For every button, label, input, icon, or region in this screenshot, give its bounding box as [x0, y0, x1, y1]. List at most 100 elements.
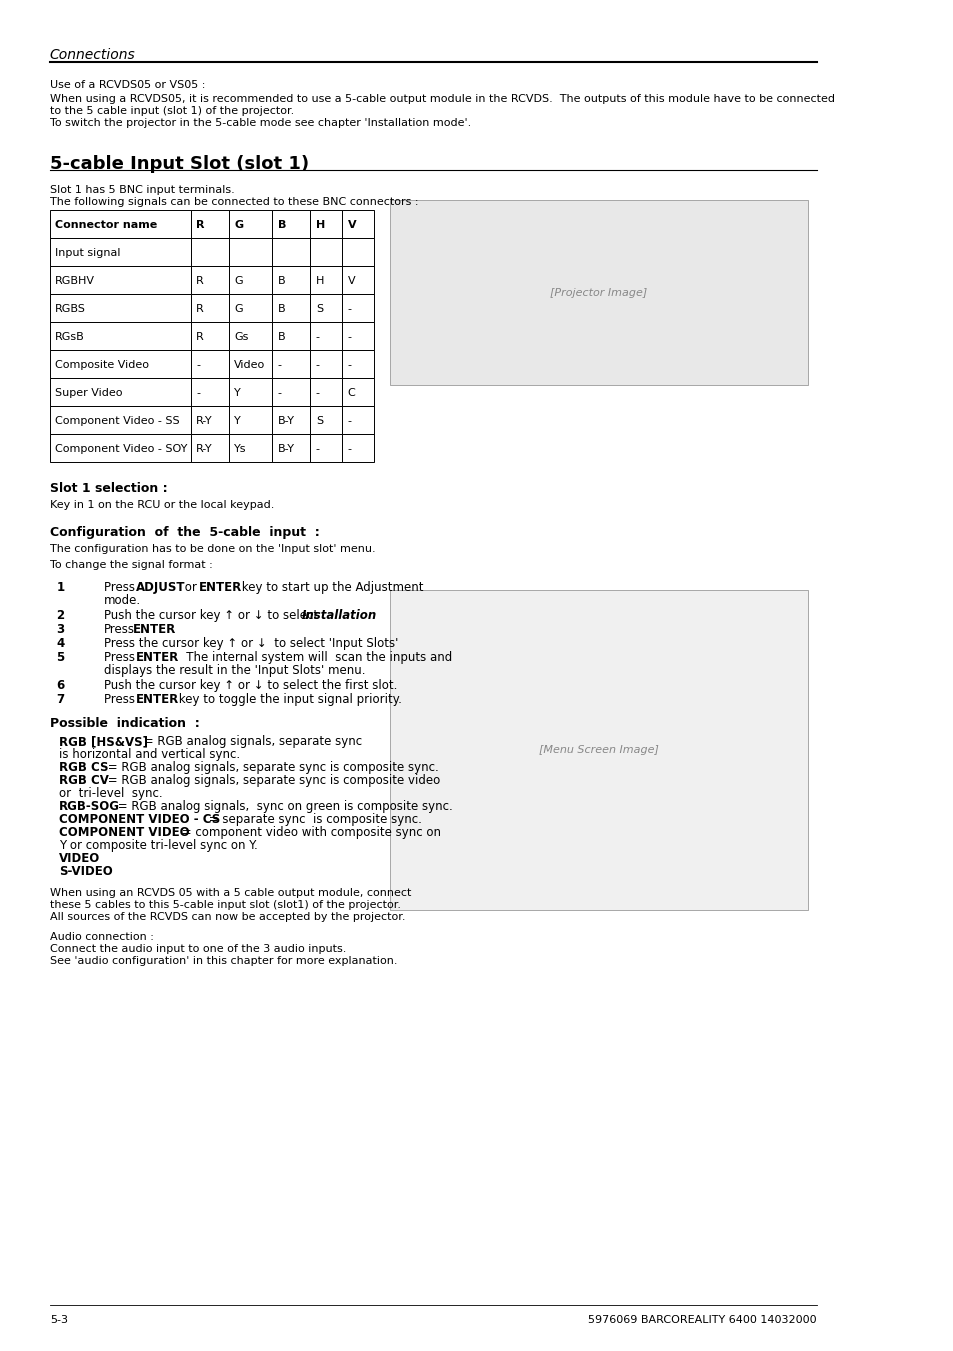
Text: Connector name: Connector name	[55, 220, 157, 230]
Text: The configuration has to be done on the 'Input slot' menu.: The configuration has to be done on the …	[50, 544, 375, 554]
Text: The following signals can be connected to these BNC connectors :: The following signals can be connected t…	[50, 197, 418, 207]
Bar	[50, 209, 191, 238]
Text: [Projector Image]: [Projector Image]	[550, 288, 647, 297]
Text: -: -	[315, 332, 319, 342]
Text: All sources of the RCVDS can now be accepted by the projector.: All sources of the RCVDS can now be acce…	[50, 912, 405, 921]
Text: -: -	[315, 444, 319, 454]
Text: Slot 1 has 5 BNC input terminals.: Slot 1 has 5 BNC input terminals.	[50, 185, 234, 195]
Text: 5-3: 5-3	[50, 1315, 68, 1325]
Text: key to start up the Adjustment: key to start up the Adjustment	[237, 581, 423, 594]
Bar	[272, 378, 310, 407]
Bar	[310, 238, 342, 266]
Text: To change the signal format :: To change the signal format :	[50, 561, 213, 570]
Bar	[310, 434, 342, 462]
Text: Configuration  of  the  5-cable  input  :: Configuration of the 5-cable input :	[50, 526, 319, 539]
Text: COMPONENT VIDEO: COMPONENT VIDEO	[59, 825, 190, 839]
Bar	[310, 266, 342, 295]
Text: = RGB analog signals, separate sync is composite video: = RGB analog signals, separate sync is c…	[104, 774, 440, 788]
Text: Ys: Ys	[233, 444, 247, 454]
Text: B-Y: B-Y	[277, 444, 294, 454]
Text: Press: Press	[104, 651, 139, 663]
Text: R: R	[195, 332, 204, 342]
Text: See 'audio configuration' in this chapter for more explanation.: See 'audio configuration' in this chapte…	[50, 957, 397, 966]
Text: When using an RCVDS 05 with a 5 cable output module, connect: When using an RCVDS 05 with a 5 cable ou…	[50, 888, 411, 898]
Text: -: -	[347, 332, 352, 342]
Text: Use of a RCVDS05 or VS05 :: Use of a RCVDS05 or VS05 :	[50, 80, 205, 91]
Bar	[191, 209, 229, 238]
Bar	[50, 322, 191, 350]
Text: Y: Y	[233, 388, 240, 399]
Text: Slot 1 selection :: Slot 1 selection :	[50, 482, 168, 494]
Text: Press: Press	[104, 693, 139, 707]
Text: RGBS: RGBS	[55, 304, 86, 313]
Text: Video: Video	[233, 359, 265, 370]
Text: R: R	[195, 276, 204, 286]
Text: S: S	[315, 416, 322, 426]
Text: Press: Press	[104, 623, 135, 636]
Text: or  tri-level  sync.: or tri-level sync.	[59, 788, 162, 800]
Bar	[342, 434, 374, 462]
Text: RGBHV: RGBHV	[55, 276, 95, 286]
Bar	[310, 295, 342, 322]
Text: Y: Y	[233, 416, 240, 426]
Text: V: V	[347, 220, 355, 230]
Text: Push the cursor key ↑ or ↓ to select: Push the cursor key ↑ or ↓ to select	[104, 609, 322, 621]
Bar	[50, 434, 191, 462]
Bar	[272, 266, 310, 295]
Text: ADJUST: ADJUST	[135, 581, 185, 594]
Bar	[342, 378, 374, 407]
Text: Gs: Gs	[233, 332, 248, 342]
Text: .: .	[172, 623, 175, 636]
Text: 2: 2	[56, 609, 64, 621]
Bar	[272, 295, 310, 322]
Text: Push the cursor key ↑ or ↓ to select the first slot.: Push the cursor key ↑ or ↓ to select the…	[104, 680, 397, 692]
Text: R: R	[195, 304, 204, 313]
Text: G: G	[233, 304, 242, 313]
Text: S: S	[315, 304, 322, 313]
Text: B: B	[277, 332, 285, 342]
Bar	[50, 238, 191, 266]
Text: or: or	[181, 581, 200, 594]
Text: 7: 7	[56, 693, 64, 707]
Text: R: R	[195, 220, 204, 230]
Bar	[191, 434, 229, 462]
Text: ENTER: ENTER	[135, 693, 179, 707]
Text: -: -	[347, 444, 352, 454]
Text: -: -	[347, 416, 352, 426]
Bar	[50, 378, 191, 407]
Text: Input signal: Input signal	[55, 249, 121, 258]
Bar	[310, 209, 342, 238]
Text: Press the cursor key ↑ or ↓  to select 'Input Slots': Press the cursor key ↑ or ↓ to select 'I…	[104, 638, 398, 650]
Bar	[342, 350, 374, 378]
Text: -: -	[315, 359, 319, 370]
Bar	[310, 322, 342, 350]
Bar	[50, 295, 191, 322]
Text: ENTER: ENTER	[198, 581, 242, 594]
Text: RGB-SOG: RGB-SOG	[59, 800, 120, 813]
Text: key to toggle the input signal priority.: key to toggle the input signal priority.	[175, 693, 401, 707]
Bar	[229, 266, 272, 295]
Bar	[342, 322, 374, 350]
Text: RGB CV: RGB CV	[59, 774, 109, 788]
Bar	[229, 434, 272, 462]
Text: When using a RCVDS05, it is recommended to use a 5-cable output module in the RC: When using a RCVDS05, it is recommended …	[50, 95, 834, 104]
Text: Component Video - SS: Component Video - SS	[55, 416, 180, 426]
Bar	[191, 407, 229, 434]
Bar	[390, 200, 807, 385]
Text: = separate sync  is composite sync.: = separate sync is composite sync.	[205, 813, 422, 825]
Text: = RGB analog signals,  sync on green is composite sync.: = RGB analog signals, sync on green is c…	[114, 800, 453, 813]
Text: Audio connection :: Audio connection :	[50, 932, 153, 942]
Text: Y or composite tri-level sync on Y.: Y or composite tri-level sync on Y.	[59, 839, 257, 852]
Text: = component video with composite sync on: = component video with composite sync on	[177, 825, 440, 839]
Text: G: G	[233, 220, 243, 230]
Bar	[50, 350, 191, 378]
Text: Composite Video: Composite Video	[55, 359, 150, 370]
Text: [Menu Screen Image]: [Menu Screen Image]	[538, 744, 659, 755]
Bar	[229, 407, 272, 434]
Bar	[191, 266, 229, 295]
Text: Possible  indication  :: Possible indication :	[50, 717, 199, 730]
Bar	[342, 407, 374, 434]
Bar	[50, 266, 191, 295]
Bar	[342, 266, 374, 295]
Text: = RGB analog signals, separate sync is composite sync.: = RGB analog signals, separate sync is c…	[104, 761, 438, 774]
